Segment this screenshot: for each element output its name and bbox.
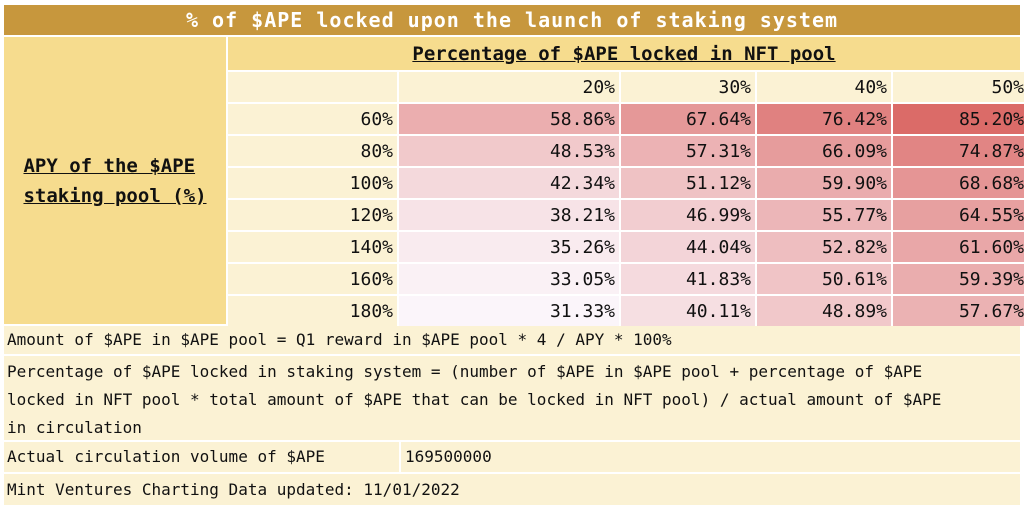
formula-locked-line3: in circulation — [7, 418, 142, 437]
table-cell: 51.12% — [621, 168, 755, 198]
table-cell: 59.39% — [893, 264, 1024, 294]
table-cell: 44.04% — [621, 232, 755, 262]
table-cell: 46.99% — [621, 200, 755, 230]
table-cell: 67.64% — [621, 104, 755, 134]
sheet-title: % of $APE locked upon the launch of stak… — [4, 5, 1020, 35]
table-cell: 58.86% — [399, 104, 619, 134]
table-cell: 48.53% — [399, 136, 619, 166]
table-cell: 38.21% — [399, 200, 619, 230]
column-header: 50% — [893, 72, 1024, 102]
row-axis-label-line1: APY of the $APE — [23, 154, 196, 177]
table-cell: 48.89% — [757, 296, 891, 326]
circulation-label: Actual circulation volume of $APE — [7, 447, 325, 466]
table-cell: 85.20% — [893, 104, 1024, 134]
column-header: 20% — [399, 72, 619, 102]
column-header: 30% — [621, 72, 755, 102]
row-axis-label: APY of the $APE staking pool (%) — [23, 151, 206, 211]
column-axis-label: Percentage of $APE locked in NFT pool — [228, 37, 1020, 70]
table-cell: 68.68% — [893, 168, 1024, 198]
source-note: Mint Ventures Charting Data updated: 11/… — [4, 474, 1020, 505]
table-row: 160% 33.05% 41.83% 50.61% 59.39% — [228, 264, 1024, 294]
row-axis-label-line2: staking pool (%) — [23, 184, 207, 207]
formula-locked-note: Percentage of $APE locked in staking sys… — [4, 356, 1020, 440]
table-cell: 50.61% — [757, 264, 891, 294]
row-header: 120% — [228, 200, 397, 230]
table-cell: 40.11% — [621, 296, 755, 326]
table-cell: 74.87% — [893, 136, 1024, 166]
corner-cell — [228, 72, 397, 102]
table-cell: 76.42% — [757, 104, 891, 134]
table-cell: 42.34% — [399, 168, 619, 198]
circulation-value: 169500000 — [399, 442, 492, 472]
table-cell: 59.90% — [757, 168, 891, 198]
table-cell: 57.67% — [893, 296, 1024, 326]
row-header: 80% — [228, 136, 397, 166]
spreadsheet: % of $APE locked upon the launch of stak… — [4, 5, 1024, 505]
table-cell: 66.09% — [757, 136, 891, 166]
table-cell: 61.60% — [893, 232, 1024, 262]
sensitivity-table: 20% 30% 40% 50% 60% 58.86% 67.64% 76.42% 85.… — [226, 70, 1024, 328]
formula-pool-note: Amount of $APE in $APE pool = Q1 reward … — [4, 326, 1020, 354]
table-cell: 55.77% — [757, 200, 891, 230]
row-header: 60% — [228, 104, 397, 134]
formula-locked-line2: locked in NFT pool * total amount of $AP… — [7, 390, 942, 409]
circulation-row: Actual circulation volume of $APE 169500… — [4, 442, 1020, 472]
table-cell: 31.33% — [399, 296, 619, 326]
table-row: 60% 58.86% 67.64% 76.42% 85.20% — [228, 104, 1024, 134]
table-header-row: 20% 30% 40% 50% — [228, 72, 1024, 102]
row-axis-label-cell: APY of the $APE staking pool (%) — [4, 37, 226, 324]
table-cell: 33.05% — [399, 264, 619, 294]
table-row: 80% 48.53% 57.31% 66.09% 74.87% — [228, 136, 1024, 166]
table-row: 180% 31.33% 40.11% 48.89% 57.67% — [228, 296, 1024, 326]
table-cell: 35.26% — [399, 232, 619, 262]
table-row: 140% 35.26% 44.04% 52.82% 61.60% — [228, 232, 1024, 262]
table-cell: 41.83% — [621, 264, 755, 294]
column-header: 40% — [757, 72, 891, 102]
table-row: 120% 38.21% 46.99% 55.77% 64.55% — [228, 200, 1024, 230]
table-cell: 52.82% — [757, 232, 891, 262]
table-row: 100% 42.34% 51.12% 59.90% 68.68% — [228, 168, 1024, 198]
row-header: 160% — [228, 264, 397, 294]
row-header: 140% — [228, 232, 397, 262]
formula-locked-line1: Percentage of $APE locked in staking sys… — [7, 362, 923, 381]
table-cell: 57.31% — [621, 136, 755, 166]
row-header: 180% — [228, 296, 397, 326]
table-cell: 64.55% — [893, 200, 1024, 230]
row-header: 100% — [228, 168, 397, 198]
